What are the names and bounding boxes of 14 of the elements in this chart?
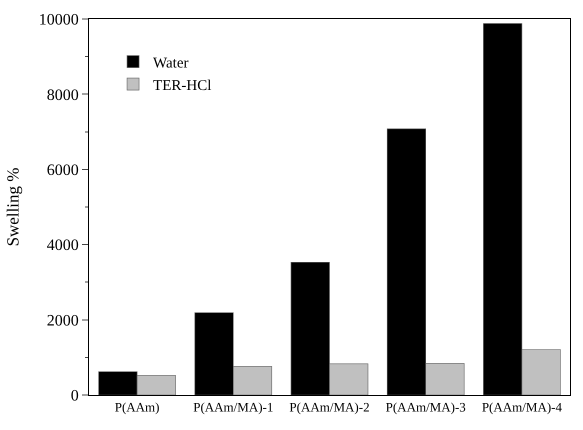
x-tick-label: P(AAm/MA)-1: [193, 400, 274, 415]
y-tick-label: 0: [70, 388, 79, 405]
y-tick-label: 4000: [46, 237, 79, 254]
legend-label: Water: [153, 55, 188, 72]
y-tick-label: 2000: [46, 312, 79, 330]
y-tick-label: 6000: [46, 162, 79, 179]
y-axis-title: Swelling %: [3, 168, 22, 246]
y-tick-label: 10000: [38, 12, 79, 29]
x-tick-label: P(AAm/MA)-3: [386, 400, 466, 415]
x-tick-label: P(AAm): [114, 400, 160, 415]
x-tick-label: P(AAm/MA)-2: [289, 400, 370, 415]
y-tick-label: 8000: [46, 86, 79, 104]
legend-label: TER-HCl: [153, 78, 212, 94]
x-tick-label: P(AAm/MA)-4: [482, 400, 562, 415]
